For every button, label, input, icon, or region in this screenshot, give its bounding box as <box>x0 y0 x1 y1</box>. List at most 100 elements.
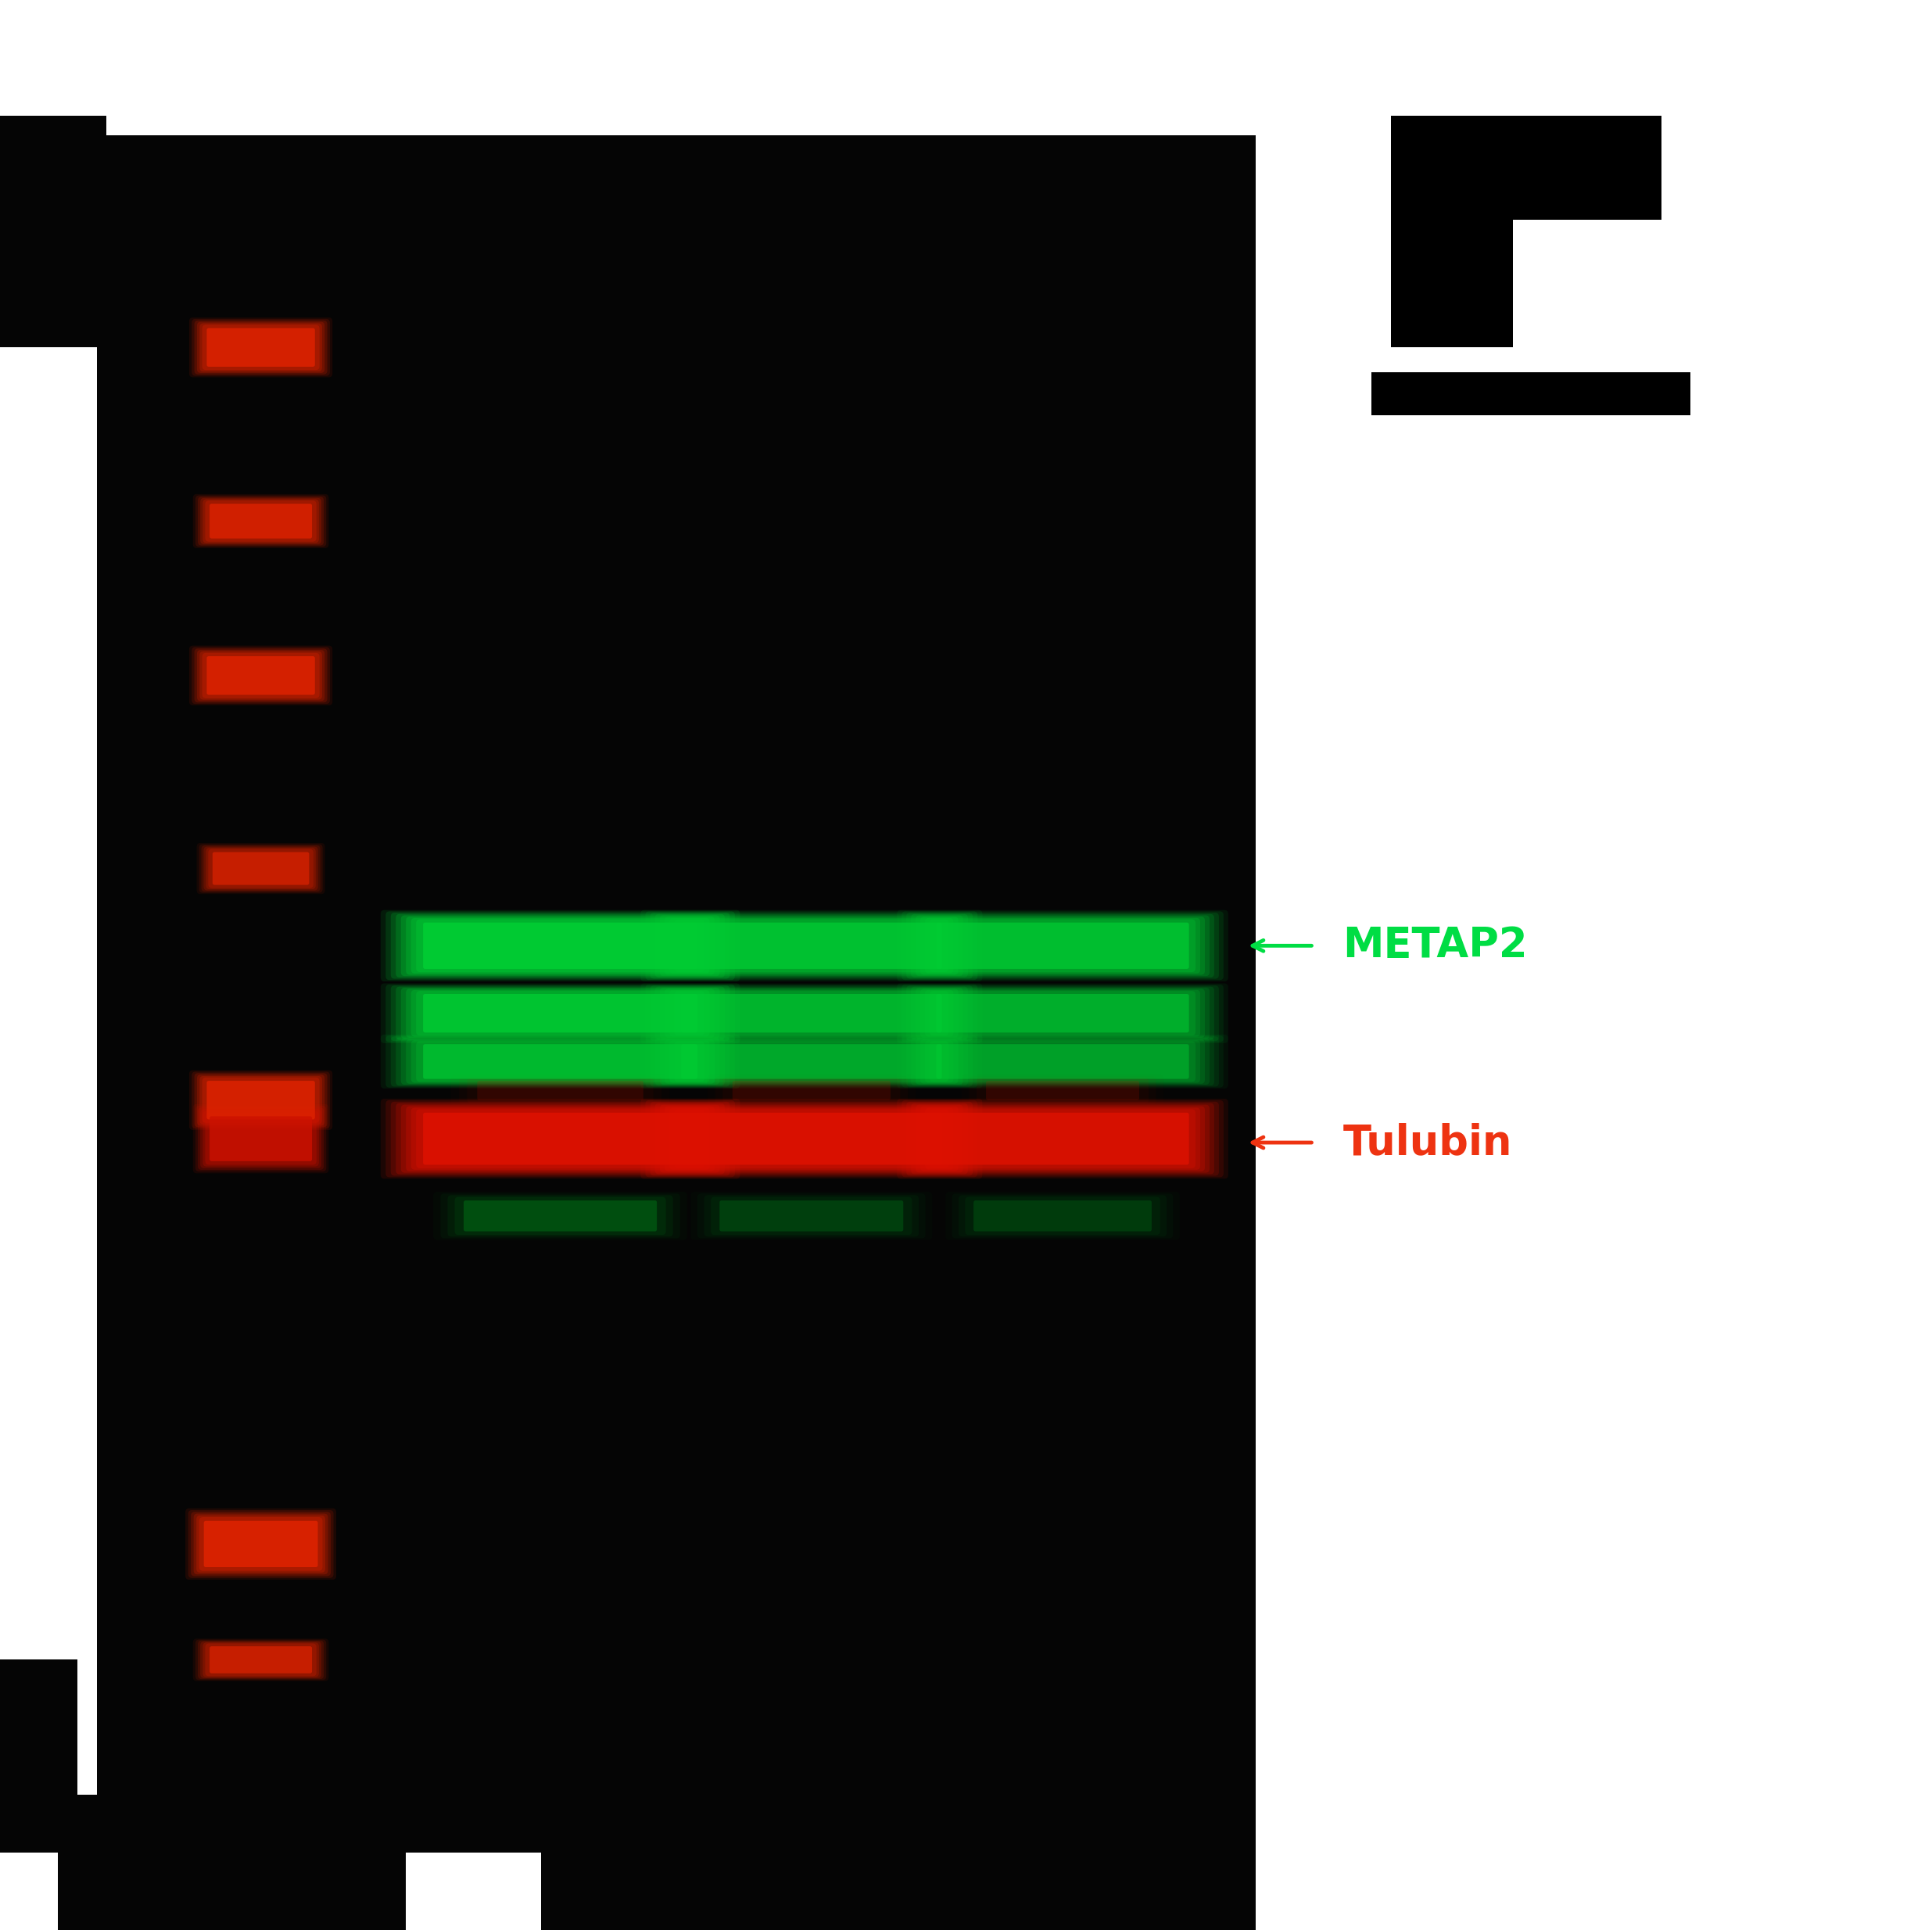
FancyBboxPatch shape <box>423 1044 697 1079</box>
FancyBboxPatch shape <box>396 1104 724 1173</box>
FancyBboxPatch shape <box>929 1042 1196 1081</box>
FancyBboxPatch shape <box>412 990 709 1036</box>
FancyBboxPatch shape <box>195 1640 327 1679</box>
FancyBboxPatch shape <box>665 1106 958 1172</box>
FancyBboxPatch shape <box>929 990 1196 1036</box>
FancyBboxPatch shape <box>201 1640 321 1677</box>
FancyBboxPatch shape <box>641 1098 981 1179</box>
FancyBboxPatch shape <box>0 116 106 347</box>
FancyBboxPatch shape <box>645 911 978 980</box>
FancyBboxPatch shape <box>195 496 327 546</box>
FancyBboxPatch shape <box>390 1036 730 1087</box>
FancyBboxPatch shape <box>197 1640 325 1679</box>
FancyBboxPatch shape <box>195 1073 327 1127</box>
FancyBboxPatch shape <box>912 1104 1213 1173</box>
FancyBboxPatch shape <box>199 322 323 371</box>
FancyBboxPatch shape <box>381 984 740 1044</box>
FancyBboxPatch shape <box>920 1106 1206 1172</box>
FancyBboxPatch shape <box>929 919 1196 973</box>
FancyBboxPatch shape <box>902 1034 1223 1089</box>
FancyBboxPatch shape <box>651 986 972 1040</box>
FancyBboxPatch shape <box>674 990 949 1036</box>
FancyBboxPatch shape <box>665 988 958 1038</box>
FancyBboxPatch shape <box>207 328 315 367</box>
FancyBboxPatch shape <box>191 318 330 376</box>
FancyBboxPatch shape <box>661 988 962 1038</box>
FancyBboxPatch shape <box>406 988 715 1038</box>
FancyBboxPatch shape <box>187 1509 334 1579</box>
FancyBboxPatch shape <box>193 1513 328 1575</box>
FancyBboxPatch shape <box>912 986 1213 1040</box>
FancyBboxPatch shape <box>396 915 724 977</box>
FancyBboxPatch shape <box>711 1197 912 1235</box>
FancyBboxPatch shape <box>386 1100 734 1177</box>
FancyBboxPatch shape <box>415 990 705 1036</box>
FancyBboxPatch shape <box>937 1044 1188 1079</box>
FancyBboxPatch shape <box>912 915 1213 977</box>
FancyBboxPatch shape <box>197 843 325 894</box>
FancyBboxPatch shape <box>211 504 313 538</box>
FancyBboxPatch shape <box>189 1069 332 1131</box>
FancyBboxPatch shape <box>209 849 313 888</box>
FancyBboxPatch shape <box>58 1795 406 1930</box>
Text: Tulubin: Tulubin <box>1343 1121 1513 1164</box>
FancyBboxPatch shape <box>674 1042 949 1081</box>
FancyBboxPatch shape <box>197 650 325 701</box>
FancyBboxPatch shape <box>651 1036 972 1087</box>
FancyBboxPatch shape <box>193 1639 328 1681</box>
FancyBboxPatch shape <box>651 1102 972 1175</box>
FancyBboxPatch shape <box>197 496 325 546</box>
FancyBboxPatch shape <box>925 1040 1200 1083</box>
FancyBboxPatch shape <box>661 1104 962 1173</box>
FancyBboxPatch shape <box>406 917 715 975</box>
FancyBboxPatch shape <box>937 923 1188 969</box>
FancyBboxPatch shape <box>415 1110 705 1168</box>
FancyBboxPatch shape <box>381 1098 740 1179</box>
FancyBboxPatch shape <box>448 1195 672 1237</box>
FancyBboxPatch shape <box>203 652 319 699</box>
FancyBboxPatch shape <box>985 1081 1140 1100</box>
FancyBboxPatch shape <box>680 1112 943 1166</box>
FancyBboxPatch shape <box>197 322 325 372</box>
FancyBboxPatch shape <box>207 1081 315 1119</box>
FancyBboxPatch shape <box>199 843 323 894</box>
FancyBboxPatch shape <box>454 1197 667 1235</box>
FancyBboxPatch shape <box>974 1200 1151 1231</box>
FancyBboxPatch shape <box>670 990 952 1036</box>
FancyBboxPatch shape <box>189 317 332 378</box>
FancyBboxPatch shape <box>211 1116 313 1162</box>
FancyBboxPatch shape <box>896 1034 1229 1089</box>
FancyBboxPatch shape <box>211 1646 313 1673</box>
FancyBboxPatch shape <box>203 1112 319 1166</box>
FancyBboxPatch shape <box>203 1642 319 1677</box>
FancyBboxPatch shape <box>406 1038 715 1085</box>
FancyBboxPatch shape <box>412 1040 709 1083</box>
FancyBboxPatch shape <box>906 986 1219 1040</box>
FancyBboxPatch shape <box>191 1511 330 1577</box>
FancyBboxPatch shape <box>415 919 705 973</box>
FancyBboxPatch shape <box>925 990 1200 1036</box>
FancyBboxPatch shape <box>191 1071 330 1129</box>
FancyBboxPatch shape <box>390 986 730 1040</box>
FancyBboxPatch shape <box>97 135 1256 1853</box>
FancyBboxPatch shape <box>916 915 1209 977</box>
FancyBboxPatch shape <box>966 1197 1159 1235</box>
FancyBboxPatch shape <box>670 919 952 973</box>
FancyBboxPatch shape <box>674 1110 949 1168</box>
FancyBboxPatch shape <box>920 1038 1206 1085</box>
FancyBboxPatch shape <box>541 1795 1256 1930</box>
FancyBboxPatch shape <box>665 1038 958 1085</box>
FancyBboxPatch shape <box>213 853 309 884</box>
FancyBboxPatch shape <box>641 911 981 982</box>
FancyBboxPatch shape <box>1391 116 1662 347</box>
FancyBboxPatch shape <box>205 1642 317 1675</box>
FancyBboxPatch shape <box>641 984 981 1044</box>
FancyBboxPatch shape <box>207 847 315 890</box>
FancyBboxPatch shape <box>415 1042 705 1081</box>
FancyBboxPatch shape <box>655 915 968 977</box>
FancyBboxPatch shape <box>197 1515 325 1573</box>
FancyBboxPatch shape <box>386 1034 734 1089</box>
FancyBboxPatch shape <box>906 1102 1219 1175</box>
FancyBboxPatch shape <box>203 1077 319 1123</box>
FancyBboxPatch shape <box>661 1038 962 1085</box>
